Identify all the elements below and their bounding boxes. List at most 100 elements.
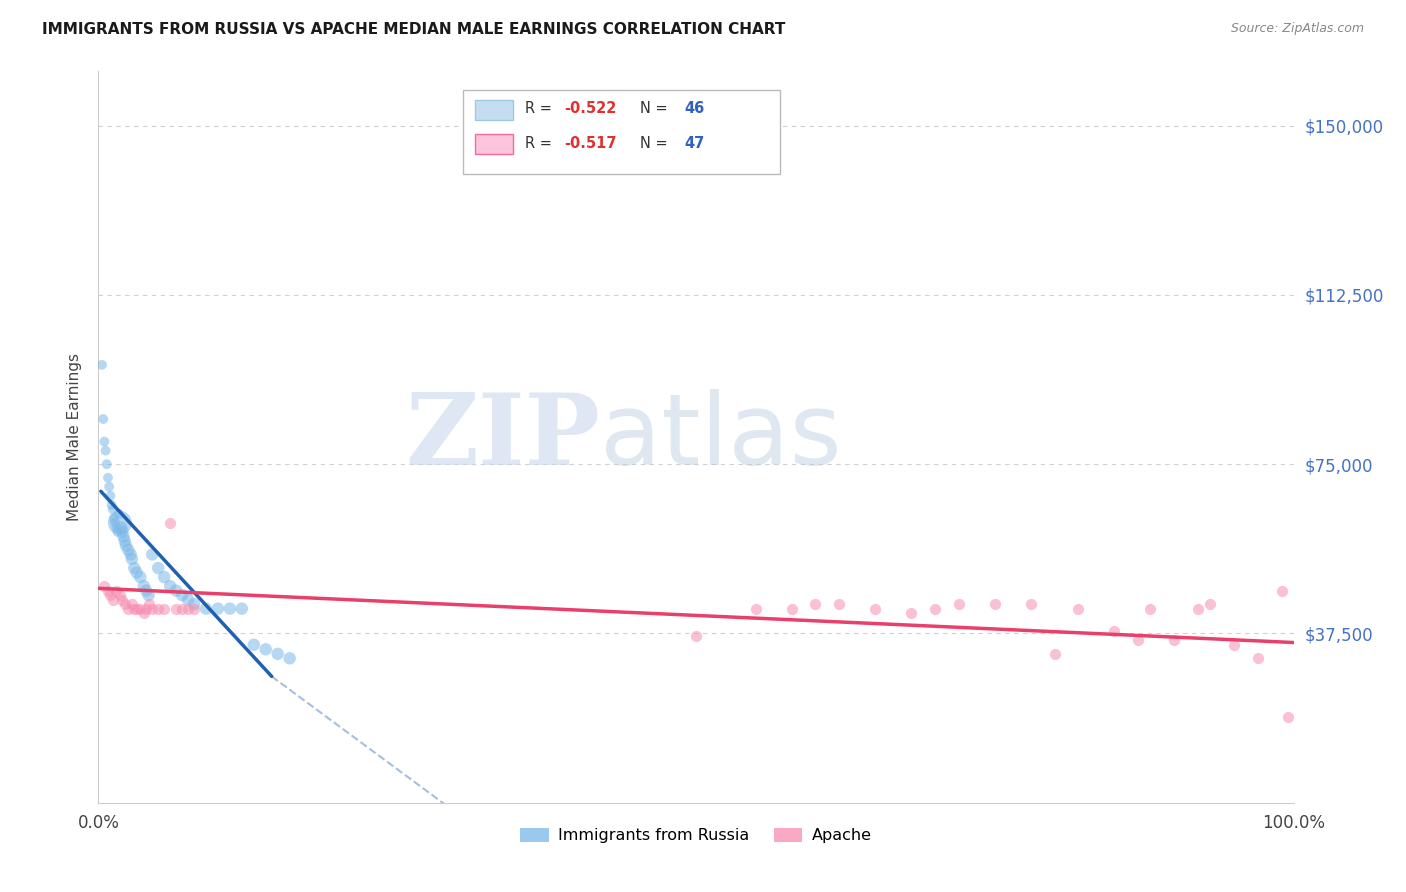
Point xyxy=(1247,651,1270,665)
Point xyxy=(177,592,200,607)
Point xyxy=(125,566,148,580)
Point xyxy=(112,529,135,543)
Point xyxy=(91,412,114,426)
Point xyxy=(153,570,176,584)
Point xyxy=(1104,624,1126,639)
Point xyxy=(172,601,194,615)
Point xyxy=(243,638,266,652)
Point xyxy=(207,601,229,615)
FancyBboxPatch shape xyxy=(475,134,513,154)
Point xyxy=(107,524,129,539)
Point xyxy=(745,601,768,615)
Point xyxy=(900,606,922,620)
Point xyxy=(278,651,301,665)
Text: atlas: atlas xyxy=(600,389,842,485)
Point xyxy=(1067,601,1090,615)
Point xyxy=(138,588,160,602)
Point xyxy=(1277,710,1299,724)
Point xyxy=(153,601,176,615)
Point xyxy=(91,358,114,372)
Point xyxy=(828,597,851,611)
Point xyxy=(1187,601,1209,615)
Point xyxy=(100,498,122,512)
Point xyxy=(105,520,128,534)
Text: IMMIGRANTS FROM RUSSIA VS APACHE MEDIAN MALE EARNINGS CORRELATION CHART: IMMIGRANTS FROM RUSSIA VS APACHE MEDIAN … xyxy=(42,22,786,37)
Point xyxy=(138,597,160,611)
Text: Source: ZipAtlas.com: Source: ZipAtlas.com xyxy=(1230,22,1364,36)
FancyBboxPatch shape xyxy=(463,90,780,174)
Point xyxy=(177,601,200,615)
Text: R =: R = xyxy=(524,136,557,151)
Point xyxy=(984,597,1007,611)
Point xyxy=(93,579,115,593)
Point xyxy=(107,507,129,521)
Point xyxy=(101,502,124,516)
Point xyxy=(267,647,290,661)
Point xyxy=(135,583,157,598)
Point xyxy=(117,601,139,615)
Point xyxy=(172,588,194,602)
Point xyxy=(165,583,187,598)
Point xyxy=(1128,633,1150,648)
Point xyxy=(124,601,146,615)
Point xyxy=(1163,633,1185,648)
Point xyxy=(97,471,120,485)
Text: -0.517: -0.517 xyxy=(565,136,617,151)
Point xyxy=(111,524,134,539)
Point xyxy=(231,601,253,615)
Point xyxy=(124,561,146,575)
Point xyxy=(97,583,120,598)
FancyBboxPatch shape xyxy=(475,100,513,120)
Point xyxy=(165,601,187,615)
Point xyxy=(120,548,142,562)
Point xyxy=(183,601,205,615)
Point xyxy=(110,520,132,534)
Point xyxy=(183,597,205,611)
Text: -0.522: -0.522 xyxy=(565,101,617,116)
Point xyxy=(121,552,143,566)
Text: R =: R = xyxy=(524,101,557,116)
Point xyxy=(108,516,131,530)
Point xyxy=(135,601,157,615)
Point xyxy=(98,489,122,503)
Point xyxy=(1019,597,1042,611)
Point xyxy=(132,606,155,620)
Point xyxy=(148,561,170,575)
Point xyxy=(141,548,163,562)
Point xyxy=(94,443,117,458)
Point xyxy=(121,597,143,611)
Point xyxy=(1271,583,1294,598)
Y-axis label: Median Male Earnings: Median Male Earnings xyxy=(67,353,83,521)
Point xyxy=(148,601,170,615)
Point xyxy=(159,579,181,593)
Text: 46: 46 xyxy=(685,101,704,116)
Text: ZIP: ZIP xyxy=(405,389,600,485)
Point xyxy=(125,601,148,615)
Point xyxy=(129,570,152,584)
Text: N =: N = xyxy=(640,101,672,116)
Point xyxy=(780,601,803,615)
Point xyxy=(159,516,181,530)
Point xyxy=(103,511,125,525)
Point xyxy=(865,601,887,615)
Point xyxy=(114,533,136,548)
Point xyxy=(1139,601,1161,615)
Legend: Immigrants from Russia, Apache: Immigrants from Russia, Apache xyxy=(513,822,879,850)
Point xyxy=(685,629,707,643)
Point xyxy=(141,601,163,615)
Point xyxy=(254,642,277,657)
Point xyxy=(105,583,128,598)
Point xyxy=(1199,597,1222,611)
Text: 47: 47 xyxy=(685,136,704,151)
Point xyxy=(115,538,138,552)
Point xyxy=(804,597,827,611)
Point xyxy=(924,601,946,615)
Point xyxy=(93,434,115,449)
Point xyxy=(117,543,139,558)
Point xyxy=(96,457,118,471)
Point xyxy=(219,601,242,615)
Point xyxy=(114,597,136,611)
Point xyxy=(948,597,970,611)
Point xyxy=(195,601,218,615)
Point xyxy=(132,579,155,593)
